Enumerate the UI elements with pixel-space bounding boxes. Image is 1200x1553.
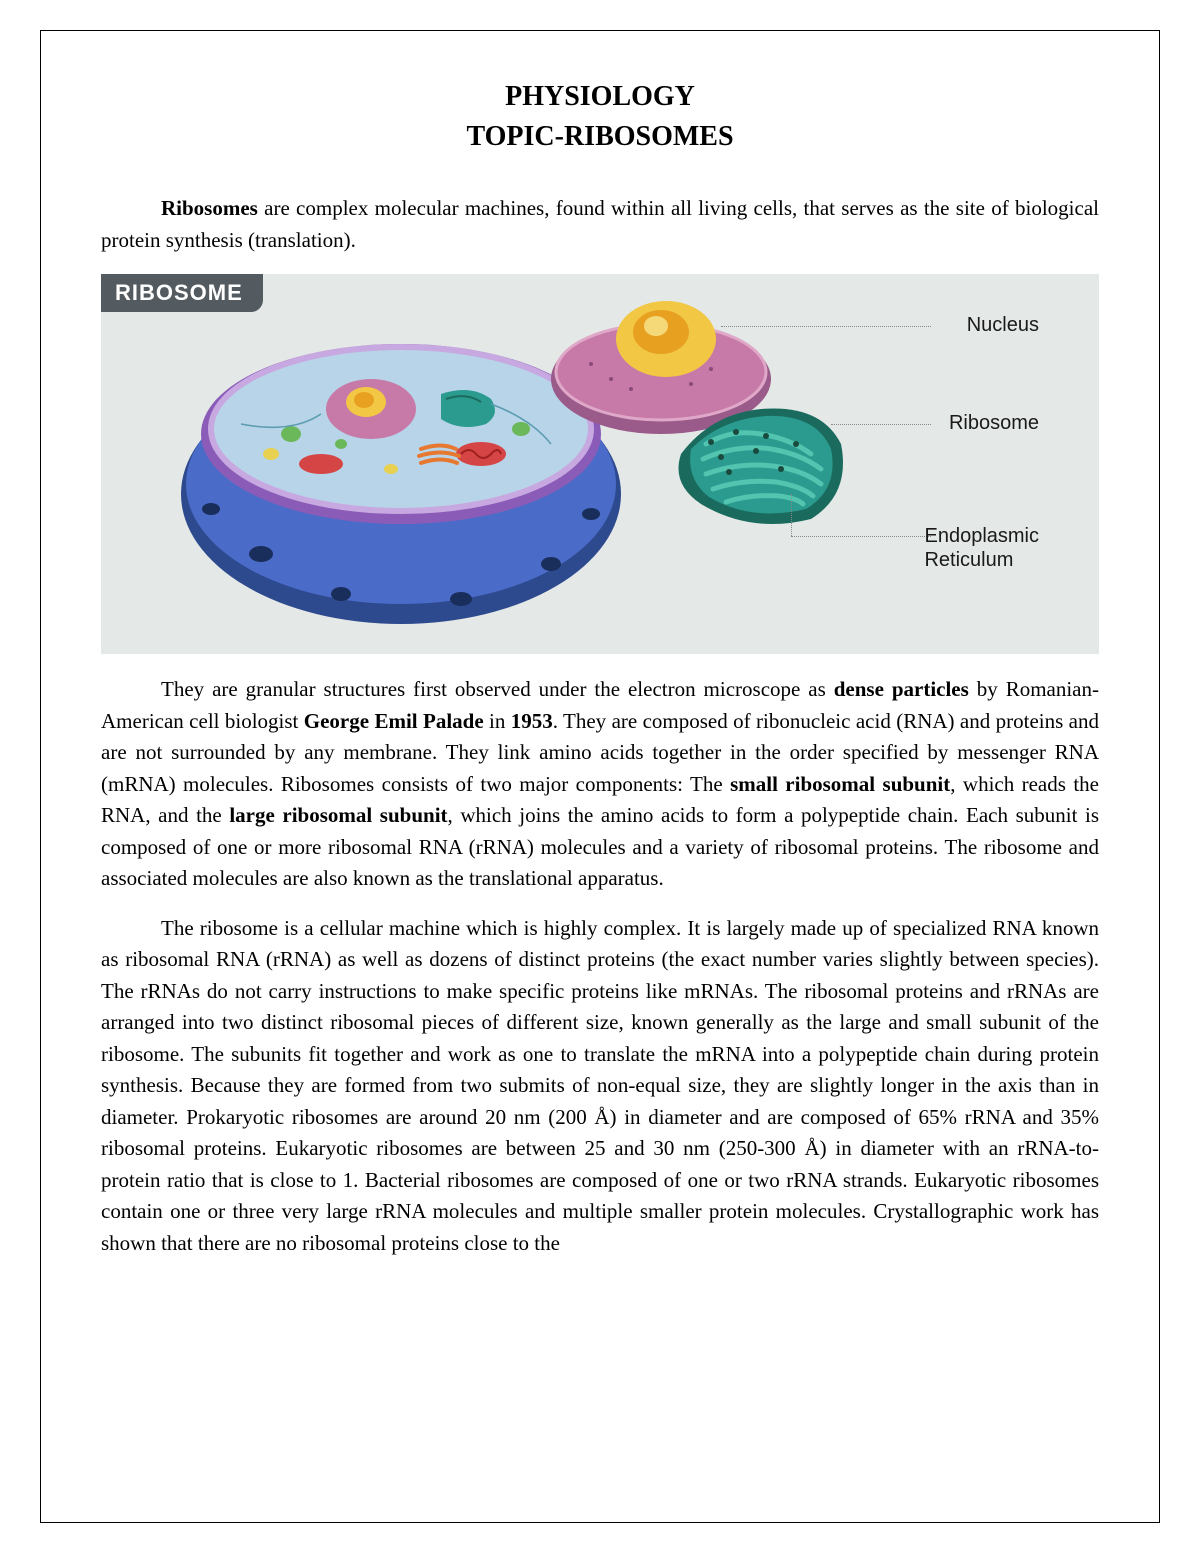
subtitle: TOPIC-RIBOSOMES — [101, 121, 1099, 153]
paragraph-3: The ribosome is a cellular machine which… — [101, 913, 1099, 1260]
er-line1: Endoplasmic — [924, 525, 1039, 547]
document-page: PHYSIOLOGY TOPIC-RIBOSOMES Ribosomes are… — [40, 30, 1160, 1523]
organelle-closeup — [531, 284, 871, 544]
leader-er-h — [791, 536, 931, 537]
paragraph-2: They are granular structures first obser… — [101, 674, 1099, 895]
annotation-er: Endoplasmic Reticulum — [924, 524, 1039, 572]
p2-bold4: small ribosomal subunit — [730, 772, 950, 796]
intro-paragraph: Ribosomes are complex molecular machines… — [101, 193, 1099, 256]
p2-bold3: 1953 — [511, 709, 553, 733]
main-title: PHYSIOLOGY — [101, 81, 1099, 113]
leader-ribosome — [831, 424, 931, 425]
p2-bold2: George Emil Palade — [304, 709, 484, 733]
leader-er-v — [791, 494, 792, 536]
annotation-nucleus: Nucleus — [967, 314, 1039, 337]
p2-bold5: large ribosomal subunit — [229, 803, 447, 827]
annotation-ribosome: Ribosome — [949, 412, 1039, 435]
ribosomes-term: Ribosomes — [161, 196, 258, 220]
p3-text: The ribosome is a cellular machine which… — [101, 916, 1099, 1255]
p2-part3: in — [484, 709, 511, 733]
ribosome-diagram: RIBOSOME — [101, 274, 1099, 654]
p2-bold1: dense particles — [834, 677, 969, 701]
p2-part1: They are granular structures first obser… — [161, 677, 834, 701]
title-section: PHYSIOLOGY TOPIC-RIBOSOMES — [101, 81, 1099, 153]
er-line2: Reticulum — [924, 549, 1013, 571]
leader-nucleus — [721, 326, 931, 327]
